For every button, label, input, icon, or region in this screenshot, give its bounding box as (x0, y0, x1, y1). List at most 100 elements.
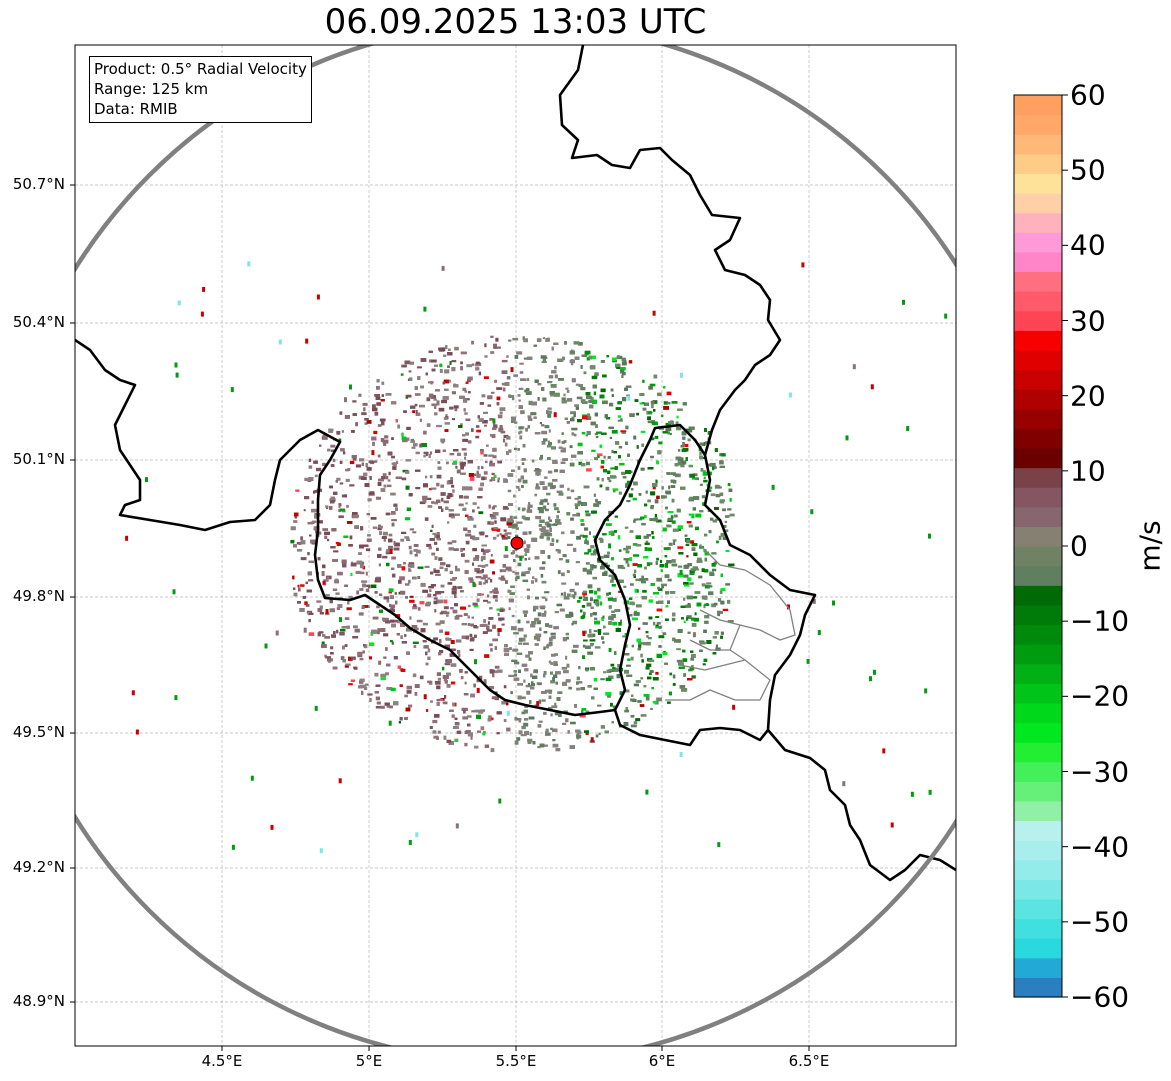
echo-pixel (714, 448, 718, 452)
echo-pixel (473, 683, 476, 688)
echo-pixel (598, 630, 601, 635)
echo-pixel (433, 735, 438, 739)
echo-pixel (367, 498, 372, 502)
echo-pixel (462, 438, 469, 442)
echo-pixel (658, 441, 663, 445)
echo-pixel (579, 715, 586, 718)
echo-pixel (571, 427, 578, 431)
echo-pixel (624, 709, 630, 713)
echo-pixel (400, 373, 404, 376)
echo-pixel (671, 617, 676, 622)
echo-pixel (540, 550, 545, 554)
echo-pixel (427, 593, 432, 598)
echo-pixel (437, 698, 443, 702)
echo-pixel (381, 381, 385, 385)
echo-pixel (578, 596, 583, 600)
echo-pixel (452, 702, 456, 707)
echo-pixel (565, 632, 569, 636)
echo-pixel (603, 469, 607, 473)
echo-pixel (586, 461, 590, 466)
echo-pixel (338, 504, 341, 508)
echo-pixel (565, 679, 571, 682)
echo-pixel (712, 636, 717, 639)
echo-pixel (450, 607, 454, 610)
echo-pixel (694, 591, 701, 594)
echo-pixel (725, 583, 731, 586)
echo-pixel (433, 597, 438, 600)
echo-pixel (645, 666, 650, 670)
echo-pixel (633, 612, 640, 616)
echo-pixel (557, 510, 560, 513)
echo-pixel (462, 486, 468, 491)
echo-pixel (369, 698, 372, 702)
echo-pixel (344, 665, 349, 668)
echo-pixel (303, 509, 306, 512)
echo-pixel (494, 520, 497, 524)
echo-pixel (463, 398, 468, 403)
echo-pixel (671, 563, 678, 567)
echo-pixel (692, 473, 698, 477)
echo-pixel (516, 351, 523, 355)
echo-pixel (520, 734, 527, 737)
echo-pixel (720, 600, 725, 605)
echo-pixel (519, 430, 523, 434)
echo-pixel (693, 496, 700, 500)
echo-pixel (578, 342, 583, 346)
echo-pixel (703, 629, 707, 633)
echo-pixel (593, 503, 600, 507)
echo-pixel (672, 539, 677, 542)
echo-pixel (332, 588, 338, 591)
echo-pixel (492, 427, 497, 430)
echo-pixel (331, 634, 336, 638)
echo-pixel (547, 413, 552, 418)
echo-pixel (448, 513, 454, 518)
echo-pixel (395, 476, 402, 479)
echo-pixel (704, 603, 710, 606)
echo-pixel (539, 519, 545, 523)
echo-pixel (647, 499, 651, 503)
echo-pixel (667, 701, 671, 704)
echo-pixel (546, 444, 552, 448)
echo-pixel (605, 523, 612, 526)
echo-pixel (374, 394, 380, 397)
echo-pixel (590, 606, 594, 609)
echo-pixel (687, 429, 693, 433)
echo-pixel (424, 565, 430, 568)
echo-pixel (681, 448, 687, 452)
echo-pixel (457, 650, 461, 654)
echo-pixel (503, 648, 510, 653)
echo-pixel (576, 732, 580, 735)
echo-pixel (517, 627, 524, 632)
echo-pixel (383, 531, 388, 536)
echo-pixel (636, 445, 639, 449)
echo-pixel (376, 630, 380, 635)
echo-pixel (405, 485, 410, 490)
echo-pixel (671, 498, 675, 503)
echo-pixel (545, 598, 548, 602)
echo-pixel (579, 534, 584, 537)
echo-pixel (361, 462, 364, 466)
echo-pixel (614, 651, 617, 655)
echo-pixel (491, 472, 495, 475)
echo-pixel (541, 387, 545, 391)
echo-pixel (445, 506, 449, 510)
echo-pixel (422, 640, 427, 643)
echo-pixel (363, 544, 369, 547)
echo-pixel (717, 598, 722, 602)
echo-pixel (444, 611, 450, 615)
echo-pixel (652, 483, 658, 487)
echo-pixel (699, 649, 703, 652)
echo-pixel (555, 681, 558, 685)
echo-pixel (525, 654, 530, 658)
echo-pixel (432, 730, 437, 734)
echo-pixel (649, 562, 653, 565)
echo-pixel (719, 460, 724, 465)
echo-pixel (401, 641, 407, 644)
echo-pixel (581, 431, 586, 435)
echo-pixel (517, 507, 521, 511)
echo-pixel (544, 689, 551, 693)
echo-pixel (590, 396, 594, 401)
echo-pixel (594, 617, 598, 620)
echo-pixel (349, 535, 353, 540)
echo-pixel (556, 539, 559, 543)
